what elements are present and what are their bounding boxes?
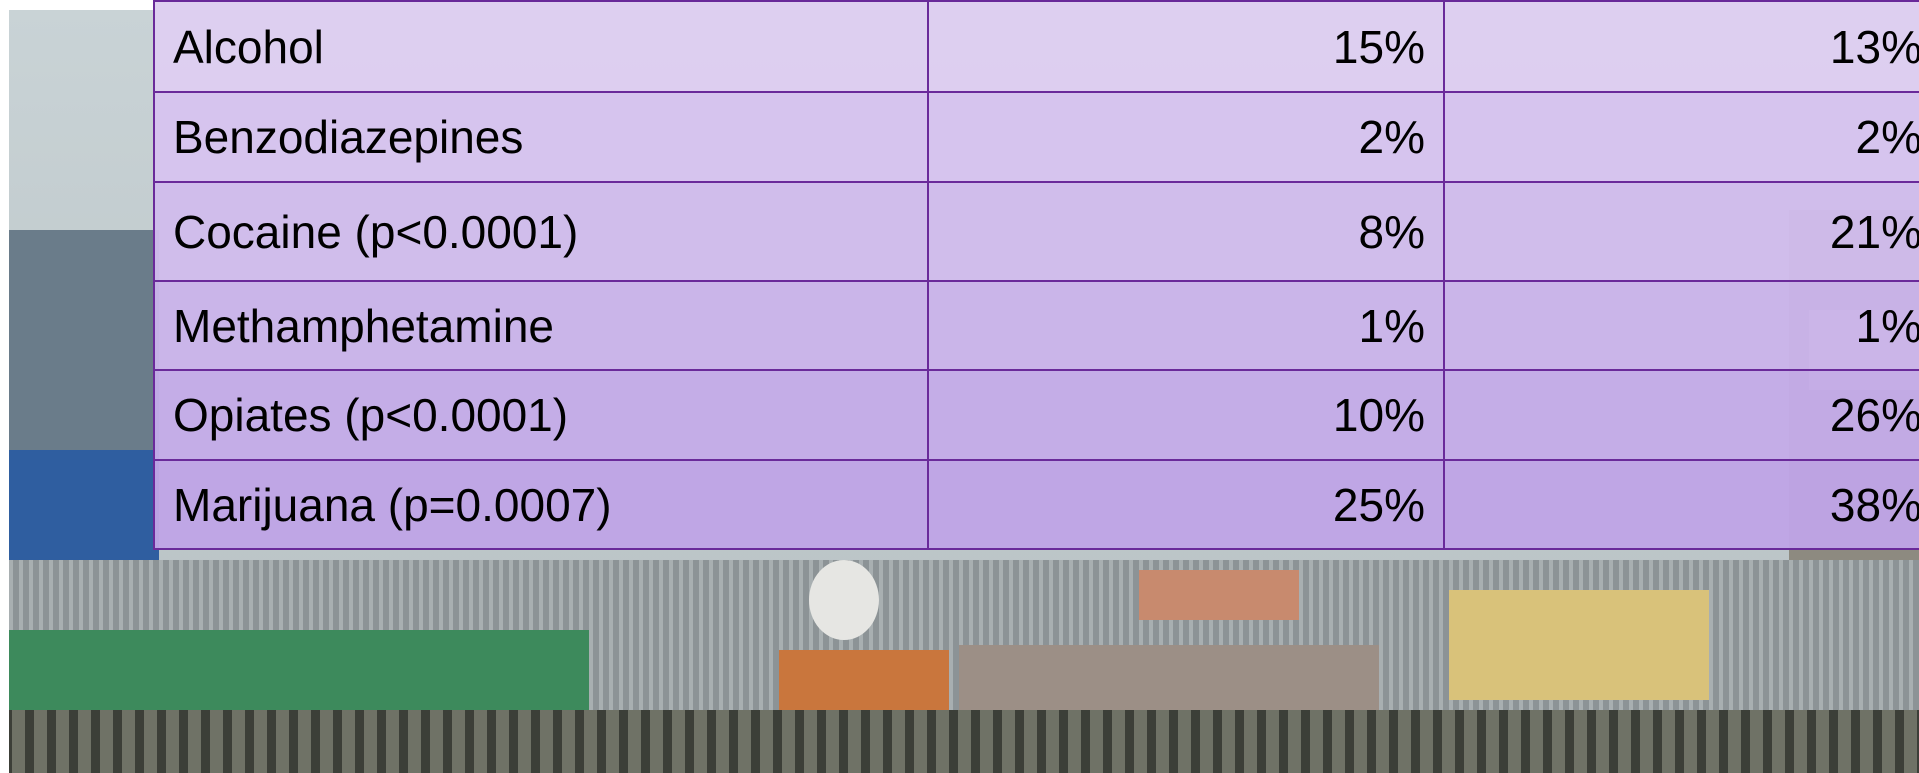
row-label: Marijuana (p=0.0007)	[154, 460, 928, 549]
page: Alcohol15%13%Benzodiazepines2%2%Cocaine …	[0, 0, 1919, 773]
cell-value: 10%	[928, 370, 1444, 460]
cell-value: 8%	[928, 182, 1444, 281]
cell-value: 38%	[1444, 460, 1919, 549]
table-row: Marijuana (p=0.0007)25%38%	[154, 460, 1919, 549]
cell-value: 1%	[928, 281, 1444, 370]
row-label: Benzodiazepines	[154, 92, 928, 182]
cell-value: 13%	[1444, 1, 1919, 92]
cell-value: 21%	[1444, 182, 1919, 281]
cell-value: 26%	[1444, 370, 1919, 460]
cell-value: 25%	[928, 460, 1444, 549]
cell-value: 15%	[928, 1, 1444, 92]
row-label: Methamphetamine	[154, 281, 928, 370]
cell-value: 2%	[928, 92, 1444, 182]
cell-value: 2%	[1444, 92, 1919, 182]
table-row: Opiates (p<0.0001)10%26%	[154, 370, 1919, 460]
table-row: Cocaine (p<0.0001)8%21%	[154, 182, 1919, 281]
row-label: Alcohol	[154, 1, 928, 92]
row-label: Opiates (p<0.0001)	[154, 370, 928, 460]
cell-value: 1%	[1444, 281, 1919, 370]
row-label: Cocaine (p<0.0001)	[154, 182, 928, 281]
